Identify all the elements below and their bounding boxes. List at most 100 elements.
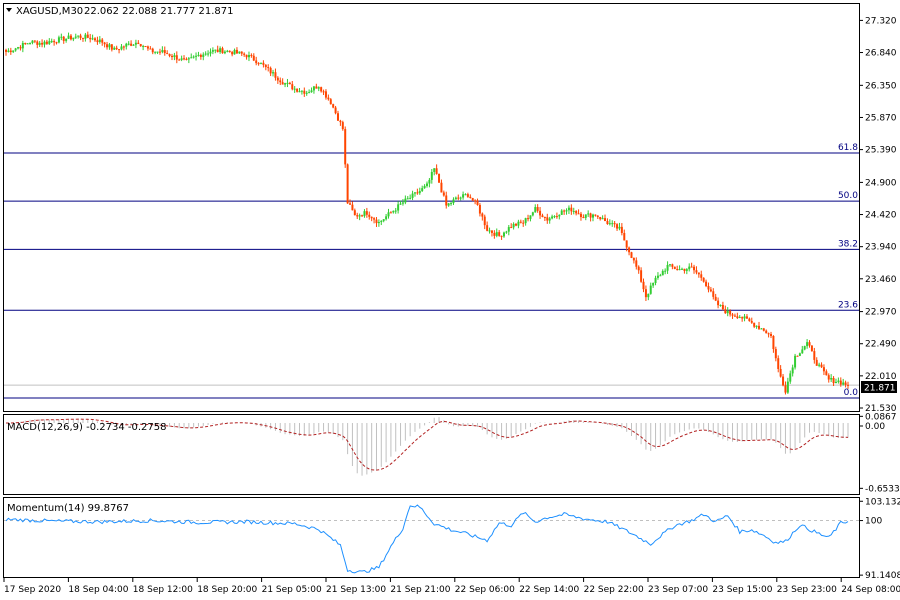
candle-body <box>7 50 10 52</box>
candle-body <box>327 97 330 100</box>
candle-body <box>272 72 275 74</box>
price-pane[interactable] <box>3 3 860 412</box>
candle-body <box>806 342 809 347</box>
candle-body <box>423 185 426 189</box>
candle-body <box>69 35 72 40</box>
candle-body <box>435 168 438 174</box>
candle-body <box>409 197 412 199</box>
candle-body <box>339 120 342 123</box>
candle-body <box>382 219 385 221</box>
candle-body <box>676 268 679 270</box>
candle-body <box>442 192 445 196</box>
candle-body <box>24 43 27 45</box>
dropdown-triangle-icon[interactable] <box>6 8 12 12</box>
candle-body <box>144 46 147 48</box>
candle-body <box>560 210 563 215</box>
candle-body <box>142 46 145 48</box>
y-tick-label: 103.1328 <box>865 497 900 507</box>
candle-body <box>495 232 498 236</box>
y-tick-label: 22.010 <box>865 372 897 382</box>
candle-body <box>41 42 44 45</box>
candle-body <box>170 55 173 58</box>
candle-body <box>57 37 60 43</box>
y-tick-label: 22.970 <box>865 308 897 318</box>
candle-body <box>255 60 258 64</box>
candle-body <box>591 214 594 218</box>
candle-body <box>796 355 799 357</box>
candle-body <box>818 364 821 366</box>
candle-body <box>717 300 720 306</box>
y-tick-label: 24.420 <box>865 211 897 221</box>
candle-body <box>418 190 421 194</box>
y-tick-label: 23.460 <box>865 275 897 285</box>
candle-body <box>577 213 580 215</box>
candle-body <box>274 72 277 78</box>
x-tick-label: 23 Sep 15:00 <box>712 585 772 595</box>
candle-body <box>365 211 368 215</box>
candle-body <box>86 34 89 38</box>
candle-body <box>575 211 578 214</box>
candle-body <box>599 216 602 220</box>
candle-body <box>551 216 554 219</box>
candle-body <box>822 367 825 372</box>
candle-body <box>490 230 493 233</box>
candle-body <box>120 46 123 50</box>
candle-body <box>813 351 816 360</box>
candle-body <box>315 86 318 89</box>
momentum-pane[interactable] <box>3 497 860 578</box>
y-axis-labels: 27.320 26.840 26.350 25.870 25.390 24.900 24.4… <box>859 16 900 581</box>
candle-body <box>21 43 24 49</box>
candle-body <box>373 218 376 220</box>
candle-body <box>457 197 460 199</box>
candle-body <box>693 266 696 271</box>
candle-body <box>673 266 676 269</box>
candle-body <box>464 194 467 196</box>
candle-body <box>113 47 116 50</box>
candle-body <box>358 215 361 217</box>
candle-body <box>296 88 299 92</box>
candle-body <box>139 44 142 47</box>
candle-body <box>219 48 222 53</box>
candle-body <box>572 211 575 213</box>
candle-body <box>707 286 710 290</box>
y-tick-label: 26.840 <box>865 49 897 59</box>
candle-body <box>745 316 748 319</box>
candle-body <box>228 50 231 53</box>
candle-body <box>738 317 741 319</box>
candle-body <box>192 56 195 58</box>
candle-body <box>512 223 515 228</box>
candle-body <box>332 104 335 108</box>
candle-body <box>681 268 684 270</box>
macd-pane[interactable] <box>3 414 860 495</box>
candle-body <box>531 212 534 216</box>
macd-signal-path <box>6 418 849 471</box>
x-tick-label: 22 Sep 22:00 <box>584 585 644 595</box>
candle-body <box>149 48 152 50</box>
candle-body <box>74 36 77 38</box>
candle-body <box>175 55 178 60</box>
candle-body <box>791 367 794 374</box>
candle-body <box>223 51 226 54</box>
candle-body <box>416 192 419 194</box>
candle-body <box>322 91 325 93</box>
candle-body <box>45 41 48 44</box>
candle-body <box>303 90 306 94</box>
macd-signal-line <box>6 418 849 471</box>
candle-body <box>794 355 797 368</box>
candle-body <box>38 42 41 45</box>
candle-body <box>214 49 217 51</box>
candle-body <box>158 51 161 53</box>
candle-body <box>683 268 686 271</box>
candle-body <box>567 207 570 211</box>
candle-body <box>729 310 732 315</box>
candle-body <box>67 35 70 39</box>
fibo-label: 61.8 <box>838 143 858 153</box>
candle-body <box>31 40 34 43</box>
candle-body <box>43 41 46 45</box>
candle-body <box>190 57 193 59</box>
macd-histogram <box>10 417 849 476</box>
candle-body <box>401 202 404 204</box>
candle-body <box>438 173 441 183</box>
y-tick-label: 100 <box>865 517 882 527</box>
